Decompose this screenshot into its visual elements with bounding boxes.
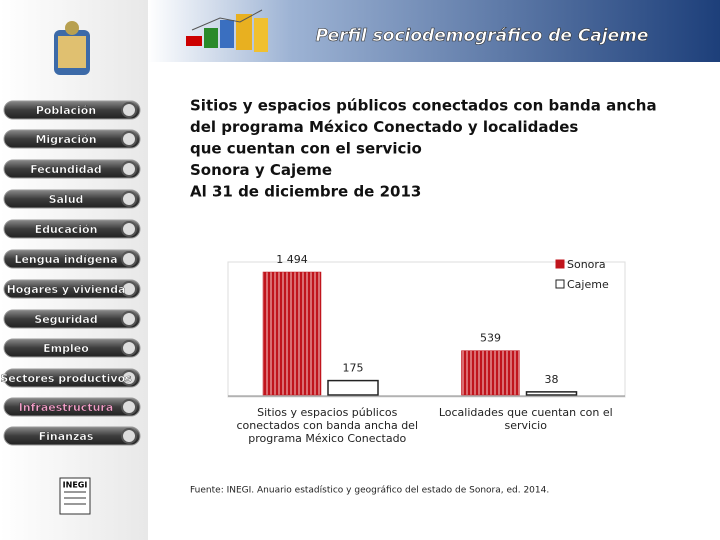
nav-label: Educación	[35, 223, 98, 236]
nav-button-body	[3, 249, 141, 269]
nav-button-knob	[121, 131, 137, 147]
nav-label: Salud	[49, 193, 84, 206]
nav-label: Infraestructura	[19, 401, 114, 414]
nav-button[interactable]: Seguridad	[3, 309, 141, 329]
nav-button-body	[3, 129, 141, 149]
nav-label: Hogares y vivienda	[7, 283, 126, 296]
nav-button-knob	[121, 428, 137, 444]
nav-button-knob	[121, 102, 137, 118]
legend-label: Cajeme	[567, 278, 609, 291]
coat-of-arms	[54, 21, 90, 75]
value-label: 539	[480, 332, 501, 345]
nav-label: Población	[36, 104, 96, 117]
nav-button-knob	[121, 340, 137, 356]
chart-title: Sonora y Cajeme	[190, 161, 332, 179]
nav-button[interactable]: Lengua indígena	[3, 249, 141, 269]
nav-button-knob	[121, 399, 137, 415]
nav-button-knob	[121, 311, 137, 327]
value-label: 175	[343, 362, 364, 375]
nav-button-knob	[121, 191, 137, 207]
nav-button-knob	[121, 281, 137, 297]
nav-label: Empleo	[43, 342, 89, 355]
nav-button-knob	[121, 370, 137, 386]
value-label: 38	[545, 373, 559, 386]
nav-label: Finanzas	[39, 430, 94, 443]
nav-button-body	[3, 219, 141, 239]
nav-button-body	[3, 338, 141, 358]
x-tick-label: Sitios y espacios públicos conectados co…	[236, 406, 419, 445]
chart-title: Sitios y espacios públicos conectados co…	[190, 97, 657, 115]
inegi-logo: INEGI	[59, 477, 91, 515]
nav-label: Fecundidad	[30, 163, 102, 176]
nav-button[interactable]: Población	[3, 100, 141, 120]
x-tick-label: Localidades que cuentan con el servicio	[438, 406, 613, 432]
nav-button-body	[3, 309, 141, 329]
sidebar	[0, 0, 148, 540]
nav-label: Sectores productivos	[0, 372, 132, 385]
header-icon	[186, 9, 268, 52]
nav-button-knob	[121, 221, 137, 237]
nav-button-knob	[121, 251, 137, 267]
nav-button-body	[3, 159, 141, 179]
chart: 1 494 539 175 38 Sonora Cajeme	[227, 253, 626, 398]
source: Fuente: INEGI. Anuario estadístico y geo…	[190, 486, 549, 496]
chart-title: Al 31 de diciembre de 2013	[190, 183, 421, 201]
nav-button-body	[3, 279, 141, 299]
nav-button[interactable]: Migración	[3, 129, 141, 149]
nav-button-body	[3, 100, 141, 120]
chart-title: que cuentan con el servicio	[190, 140, 422, 158]
nav-button[interactable]: Finanzas	[3, 426, 141, 446]
nav-button[interactable]: Hogares y vivienda	[3, 279, 141, 299]
value-label: 1 494	[276, 253, 308, 266]
nav-label: Lengua indígena	[14, 253, 117, 266]
nav-button[interactable]: Infraestructura	[3, 397, 141, 417]
bar	[327, 379, 379, 396]
nav-button[interactable]: Salud	[3, 189, 141, 209]
legend-swatch	[555, 259, 565, 269]
nav-button[interactable]: Empleo	[3, 338, 141, 358]
header-title: Perfil sociodemográfico de Cajeme	[316, 26, 649, 46]
nav-button-body	[3, 189, 141, 209]
nav-button-body	[3, 397, 141, 417]
nav-button-body	[3, 426, 141, 446]
nav-label: Seguridad	[34, 313, 97, 326]
nav-button-body	[3, 368, 141, 388]
bar	[461, 350, 520, 396]
logo-text: INEGI	[63, 481, 88, 490]
nav-button[interactable]: Educación	[3, 219, 141, 239]
nav-label: Migración	[35, 133, 96, 146]
nav-button[interactable]: Sectores productivos	[0, 368, 141, 388]
bar	[262, 271, 322, 396]
nav-button[interactable]: Fecundidad	[3, 159, 141, 179]
bar	[525, 391, 578, 396]
chart-title: del programa México Conectado y localida…	[190, 118, 578, 136]
legend-swatch	[555, 279, 565, 289]
nav-button-knob	[121, 161, 137, 177]
legend-label: Sonora	[567, 258, 606, 271]
